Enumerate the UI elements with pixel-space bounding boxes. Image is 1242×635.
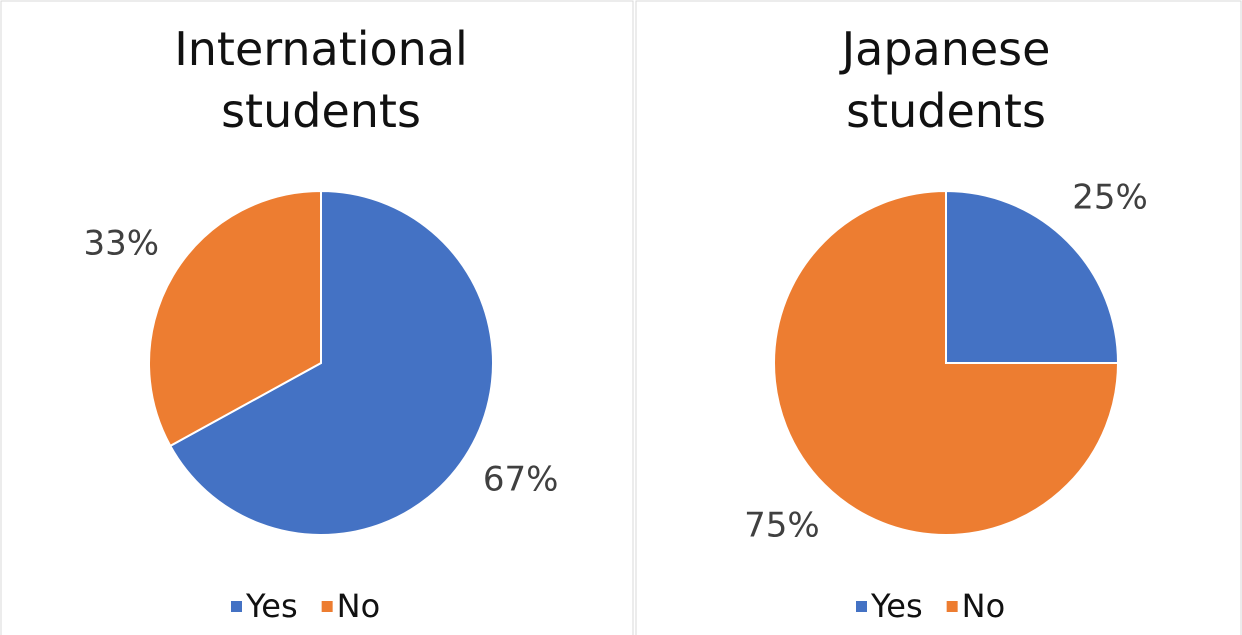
legend-marker	[946, 601, 958, 612]
data-label: 33%	[84, 223, 160, 263]
pie-slice	[148, 189, 322, 448]
chart-title: Japanese students	[841, 22, 1051, 138]
pie-slice	[168, 189, 494, 536]
legend-label: Yes	[870, 587, 923, 625]
pie-slice	[945, 189, 1120, 364]
legend-marker	[321, 601, 333, 612]
legend-marker	[231, 601, 242, 612]
data-label: 75%	[744, 506, 820, 546]
pie-slice	[773, 189, 1120, 536]
panel-border	[0, 0, 634, 635]
chart-title: International students	[174, 22, 468, 138]
legend-label: Yes	[245, 587, 298, 625]
legend-label: No	[962, 587, 1006, 625]
data-label: 67%	[483, 460, 559, 500]
data-label: 25%	[1072, 177, 1148, 217]
legend-marker	[856, 601, 867, 612]
legend-label: No	[337, 587, 381, 625]
panel-border	[635, 0, 1242, 635]
